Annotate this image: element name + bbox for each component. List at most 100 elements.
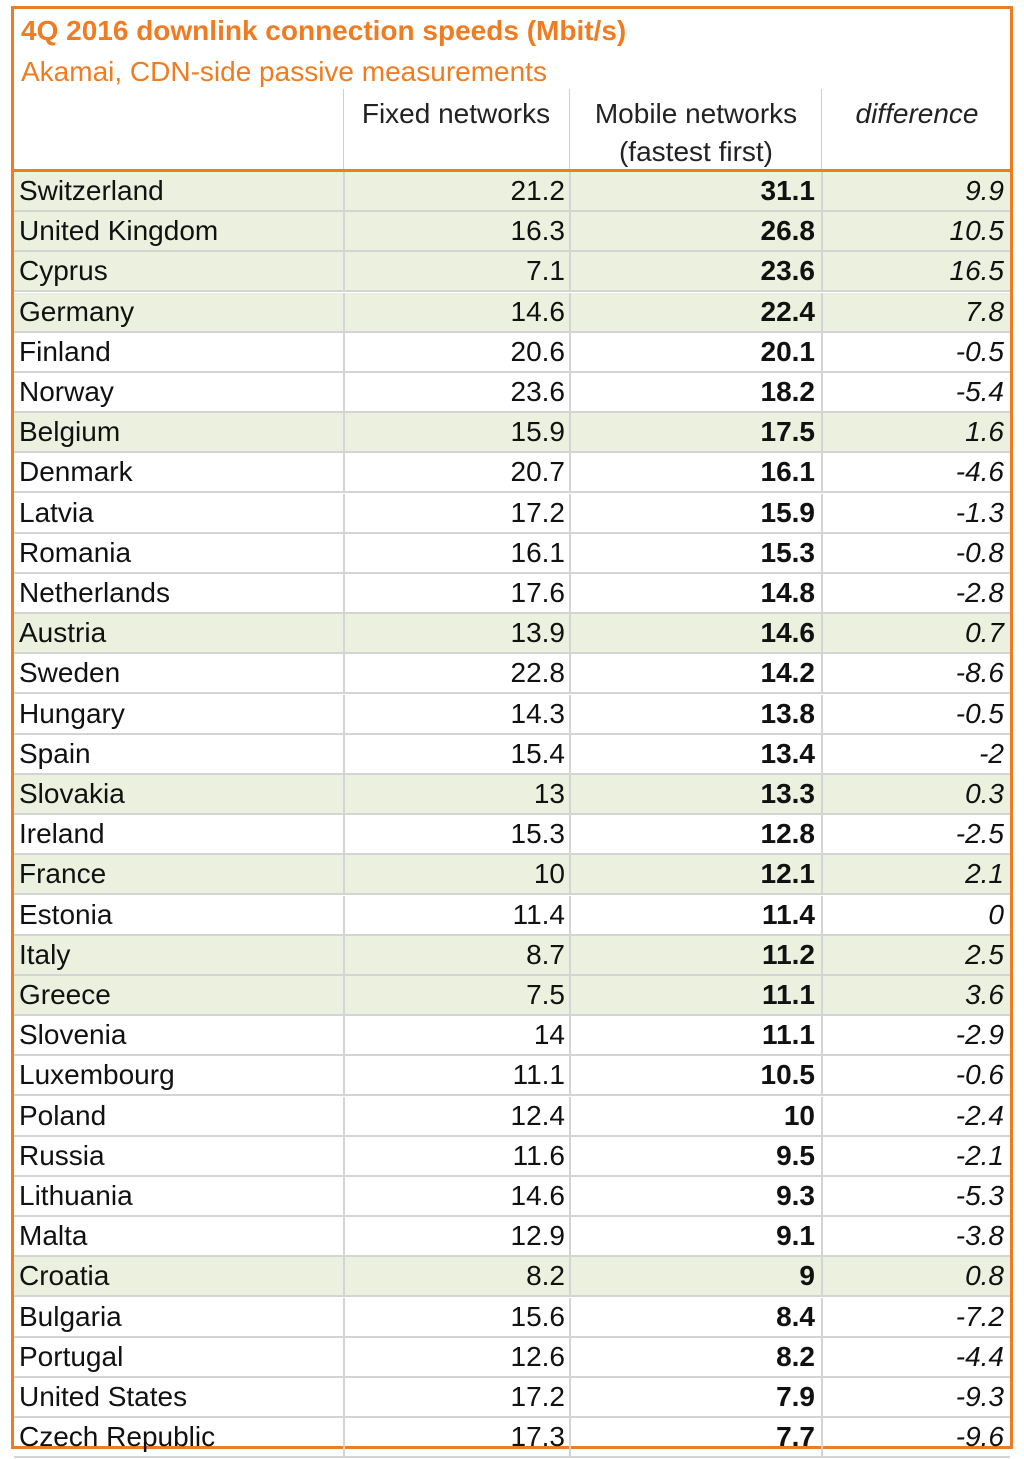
fixed-value-cell: 17.3 (343, 1418, 569, 1456)
difference-value-cell: 0 (821, 896, 1010, 934)
mobile-value-cell: 7.9 (569, 1378, 821, 1416)
header-mobile-line2: (fastest first) (618, 136, 773, 167)
fixed-value-cell: 15.3 (343, 815, 569, 853)
fixed-value-cell: 14 (343, 1016, 569, 1054)
mobile-value-cell: 18.2 (569, 373, 821, 411)
table-row: Poland 12.4 10 -2.4 (14, 1097, 1010, 1137)
mobile-value-cell: 10.5 (569, 1056, 821, 1094)
table-row: Latvia 17.2 15.9 -1.3 (14, 494, 1010, 534)
fixed-value-cell: 17.6 (343, 574, 569, 612)
difference-value-cell: -0.6 (821, 1056, 1010, 1094)
fixed-value-cell: 14.6 (343, 293, 569, 331)
fixed-value-cell: 12.6 (343, 1338, 569, 1376)
fixed-value-cell: 23.6 (343, 373, 569, 411)
country-cell: Italy (19, 939, 71, 970)
country-cell: Malta (19, 1220, 88, 1251)
table-row: Slovakia 13 13.3 0.3 (14, 775, 1010, 815)
header-divider (821, 89, 822, 169)
header-mobile-line1: Mobile networks (594, 98, 798, 129)
mobile-value-cell: 10 (569, 1097, 821, 1135)
table-row: Ireland 15.3 12.8 -2.5 (14, 815, 1010, 855)
country-cell: Denmark (19, 456, 133, 487)
header-fixed-networks: Fixed networks (361, 98, 551, 129)
fixed-value-cell: 15.4 (343, 735, 569, 773)
mobile-value-cell: 15.9 (569, 494, 821, 532)
fixed-value-cell: 14.6 (343, 1177, 569, 1215)
table-row: Malta 12.9 9.1 -3.8 (14, 1217, 1010, 1257)
mobile-value-cell: 14.6 (569, 614, 821, 652)
fixed-value-cell: 15.6 (343, 1298, 569, 1336)
mobile-value-cell: 16.1 (569, 453, 821, 491)
country-cell: Estonia (19, 899, 113, 930)
mobile-value-cell: 9.3 (569, 1177, 821, 1215)
difference-value-cell: -0.8 (821, 534, 1010, 572)
fixed-value-cell: 17.2 (343, 494, 569, 532)
difference-value-cell: -4.4 (821, 1338, 1010, 1376)
country-cell: Finland (19, 336, 111, 367)
mobile-value-cell: 20.1 (569, 333, 821, 371)
mobile-value-cell: 11.2 (569, 936, 821, 974)
mobile-value-cell: 8.2 (569, 1338, 821, 1376)
fixed-value-cell: 11.6 (343, 1137, 569, 1175)
difference-value-cell: -5.4 (821, 373, 1010, 411)
difference-value-cell: -0.5 (821, 695, 1010, 733)
mobile-value-cell: 12.1 (569, 855, 821, 893)
fixed-value-cell: 16.3 (343, 212, 569, 250)
country-cell: Slovakia (19, 778, 125, 809)
mobile-value-cell: 14.8 (569, 574, 821, 612)
table-row: United States 17.2 7.9 -9.3 (14, 1378, 1010, 1418)
country-cell: Portugal (19, 1341, 124, 1372)
mobile-value-cell: 15.3 (569, 534, 821, 572)
country-cell: Lithuania (19, 1180, 133, 1211)
difference-value-cell: -2.9 (821, 1016, 1010, 1054)
mobile-value-cell: 9.5 (569, 1137, 821, 1175)
mobile-value-cell: 11.1 (569, 976, 821, 1014)
country-cell: Bulgaria (19, 1301, 122, 1332)
header-difference: difference (855, 98, 979, 129)
fixed-value-cell: 15.9 (343, 413, 569, 451)
country-cell: Spain (19, 738, 91, 769)
mobile-value-cell: 13.4 (569, 735, 821, 773)
country-cell: Netherlands (19, 577, 170, 608)
difference-value-cell: 2.5 (821, 936, 1010, 974)
mobile-value-cell: 13.3 (569, 775, 821, 813)
difference-value-cell: -8.6 (821, 654, 1010, 692)
table-row: Sweden 22.8 14.2 -8.6 (14, 654, 1010, 694)
country-cell: Ireland (19, 818, 105, 849)
country-cell: Slovenia (19, 1019, 127, 1050)
table-row: Finland 20.6 20.1 -0.5 (14, 333, 1010, 373)
fixed-value-cell: 13.9 (343, 614, 569, 652)
country-cell: United States (19, 1381, 188, 1412)
difference-value-cell: -2.8 (821, 574, 1010, 612)
table-row: Slovenia 14 11.1 -2.9 (14, 1016, 1010, 1056)
fixed-value-cell: 14.3 (343, 695, 569, 733)
table-row: Hungary 14.3 13.8 -0.5 (14, 695, 1010, 735)
fixed-value-cell: 21.2 (343, 172, 569, 210)
fixed-value-cell: 20.6 (343, 333, 569, 371)
table-row: Netherlands 17.6 14.8 -2.8 (14, 574, 1010, 614)
difference-value-cell: -3.8 (821, 1217, 1010, 1255)
fixed-value-cell: 20.7 (343, 453, 569, 491)
fixed-value-cell: 8.7 (343, 936, 569, 974)
table-frame: 4Q 2016 downlink connection speeds (Mbit… (11, 6, 1013, 1458)
fixed-value-cell: 7.5 (343, 976, 569, 1014)
difference-value-cell: 0.3 (821, 775, 1010, 813)
difference-value-cell: -2 (821, 735, 1010, 773)
fixed-value-cell: 8.2 (343, 1257, 569, 1295)
table-row: Greece 7.5 11.1 3.6 (14, 976, 1010, 1016)
fixed-value-cell: 16.1 (343, 534, 569, 572)
country-cell: Sweden (19, 657, 121, 688)
table-row: Romania 16.1 15.3 -0.8 (14, 534, 1010, 574)
difference-value-cell: -0.5 (821, 333, 1010, 371)
mobile-value-cell: 26.8 (569, 212, 821, 250)
table-row: Denmark 20.7 16.1 -4.6 (14, 453, 1010, 493)
country-cell: Cyprus (19, 255, 108, 286)
difference-value-cell: -2.5 (821, 815, 1010, 853)
difference-value-cell: 10.5 (821, 212, 1010, 250)
table-row: Russia 11.6 9.5 -2.1 (14, 1137, 1010, 1177)
mobile-value-cell: 12.8 (569, 815, 821, 853)
fixed-value-cell: 11.1 (343, 1056, 569, 1094)
mobile-value-cell: 11.4 (569, 896, 821, 934)
table-title: 4Q 2016 downlink connection speeds (Mbit… (21, 15, 627, 46)
mobile-value-cell: 8.4 (569, 1298, 821, 1336)
